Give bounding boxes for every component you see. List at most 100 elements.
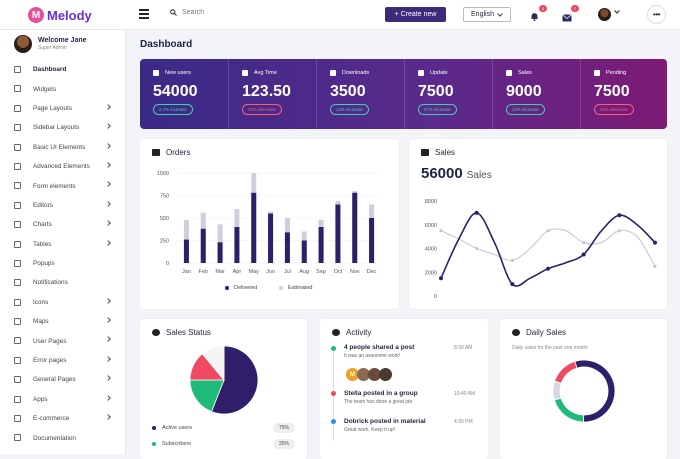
sidebar-item-sidebar-layouts[interactable]: Sidebar Layouts: [0, 118, 126, 137]
stat-change-pill: 30% decrease: [242, 104, 283, 115]
orders-title: Orders: [152, 148, 190, 157]
y-tick-label: 750: [160, 194, 169, 200]
activity-item-time: 4:30 PM: [454, 419, 473, 425]
legend-dot-estimated: [279, 286, 283, 290]
sidebar-item-popups[interactable]: Popups: [0, 254, 126, 273]
search-input[interactable]: [182, 9, 332, 16]
sidebar: Welcome Jane Super Admin Dashboard Widget…: [0, 30, 126, 454]
sidebar-item-page-layouts[interactable]: Page Layouts: [0, 99, 126, 118]
sidebar-item-notifications[interactable]: Notifications: [0, 273, 126, 292]
stat-label: Pending: [606, 70, 627, 76]
sidebar-item-label: Widgets: [33, 85, 57, 93]
hamburger-menu-icon[interactable]: [139, 9, 149, 19]
y-tick-label: 0: [166, 261, 169, 267]
activity-item-title: Dobrick posted in material: [344, 418, 426, 425]
sidebar-item-icon: [14, 337, 21, 345]
activity-item[interactable]: Stella posted in a group The team has do…: [344, 390, 484, 405]
sales-point: [546, 229, 550, 233]
sidebar-item-label: Dashboard: [33, 66, 67, 74]
activity-item-title: 4 people shared a post: [344, 344, 415, 351]
stat-change-pill: 57% increase: [418, 104, 457, 115]
stats-banner: New users 54000 2.7% increase Avg Time 123.5…: [140, 59, 667, 129]
x-tick-label: Nov: [350, 269, 360, 275]
sidebar-item-tables[interactable]: Tables: [0, 235, 126, 254]
create-new-button[interactable]: + Create new: [385, 7, 446, 22]
sidebar-item-user-pages[interactable]: User Pages: [0, 331, 126, 350]
sidebar-item-editors[interactable]: Editors: [0, 196, 126, 215]
sales-status-title-text: Sales Status: [166, 328, 211, 337]
download-icon: [330, 70, 336, 76]
sidebar-item-widgets[interactable]: Widgets: [0, 79, 126, 98]
sidebar-item-advanced-elements[interactable]: Advanced Elements: [0, 157, 126, 176]
sales-line-2: [440, 228, 656, 267]
chevron-right-icon: [105, 142, 111, 149]
sales-card: Sales 56000 Sales 0 2000 4000 6000 8000: [409, 139, 667, 309]
sidebar-item-icon: [14, 201, 21, 209]
sidebar-item-general-pages[interactable]: General Pages: [0, 370, 126, 389]
stat-change-pill: 16% decrease: [594, 104, 635, 115]
sales-total: 56000 Sales: [421, 165, 492, 182]
legend-delivered: Delivered: [225, 285, 257, 291]
user-avatar[interactable]: [598, 8, 611, 21]
pie-slice: [189, 379, 225, 413]
language-label: English: [471, 11, 494, 18]
stat-pending: Pending 7500 16% decrease: [580, 59, 668, 129]
daily-sales-donut: [552, 359, 616, 423]
sidebar-item-dashboard[interactable]: Dashboard: [0, 60, 126, 79]
sidebar-item-error-pages[interactable]: Error pages: [0, 351, 126, 370]
stat-change-pill: 10% increase: [506, 104, 545, 115]
x-tick-label: Sep: [316, 269, 326, 275]
sidebar-item-basic-ui-elements[interactable]: Basic UI Elements: [0, 138, 126, 157]
sidebar-item-label: Page Layouts: [33, 104, 73, 112]
stat-new-users: New users 54000 2.7% increase: [140, 59, 228, 129]
sidebar-item-icons[interactable]: Icons: [0, 293, 126, 312]
x-tick-label: Jan: [182, 269, 191, 275]
sales-status-row: Active users 75%: [152, 421, 295, 435]
sidebar-item-documentation[interactable]: Documentation: [0, 428, 126, 447]
daily-sales-title-text: Daily Sales: [526, 328, 567, 337]
top-bar: M Melody + Create new English 4 7 •••: [0, 0, 680, 30]
orders-chart: 0 250 500 750 1000 Jan Feb Mar Apr May Jun Jul Aug Se…: [157, 171, 380, 275]
x-tick-label: Apr: [233, 269, 242, 275]
sales-point: [510, 258, 514, 262]
sidebar-item-apps[interactable]: Apps: [0, 390, 126, 409]
sidebar-item-label: Charts: [33, 221, 52, 229]
stat-header: Update: [418, 70, 448, 76]
check-icon: [418, 70, 424, 76]
sales-point: [653, 240, 657, 245]
message-count-badge: 7: [571, 5, 579, 12]
stat-header: Sales: [506, 70, 532, 76]
sales-status-card: Sales Status Active users 75% Subscriber…: [140, 319, 307, 459]
notifications-button[interactable]: 4: [530, 5, 547, 22]
logo[interactable]: M Melody: [28, 7, 92, 23]
sales-title-text: Sales: [435, 148, 456, 157]
x-tick-label: Oct: [334, 269, 343, 275]
activity-item[interactable]: Dobrick posted in material Great work. K…: [344, 418, 484, 433]
stat-label: New users: [165, 70, 191, 76]
daily-sales-subtitle: Daily sales for the past one month: [512, 345, 588, 351]
sidebar-item-e-commerce[interactable]: E-commerce: [0, 409, 126, 428]
y-tick-label: 8000: [425, 199, 437, 205]
daily-sales-title: Daily Sales: [512, 328, 566, 337]
bar-delivered: [268, 213, 274, 263]
sidebar-item-charts[interactable]: Charts: [0, 215, 126, 234]
chevron-down-icon[interactable]: [614, 10, 620, 14]
activity-item[interactable]: 4 people shared a post It was an awesome…: [344, 344, 484, 381]
sales-line-1: [440, 212, 656, 287]
sidebar-item-maps[interactable]: Maps: [0, 312, 126, 331]
notification-count-badge: 4: [539, 5, 547, 12]
sales-point: [475, 246, 479, 251]
sidebar-item-label: Notifications: [33, 279, 68, 287]
chevron-right-icon: [105, 394, 111, 401]
sales-total-label: Sales: [466, 170, 492, 181]
timeline-dot: [331, 391, 336, 396]
stat-update: Update 7500 57% increase: [404, 59, 492, 129]
avatar: [14, 35, 32, 53]
sidebar-item-label: Basic UI Elements: [33, 143, 86, 151]
language-select[interactable]: English: [463, 7, 511, 22]
sidebar-item-icon: [14, 434, 21, 442]
messages-button[interactable]: 7: [562, 5, 579, 22]
sidebar-item-form-elements[interactable]: Form elements: [0, 176, 126, 195]
activity-item-time: 8:30 AM: [454, 345, 473, 351]
more-options-button[interactable]: •••: [647, 5, 666, 24]
